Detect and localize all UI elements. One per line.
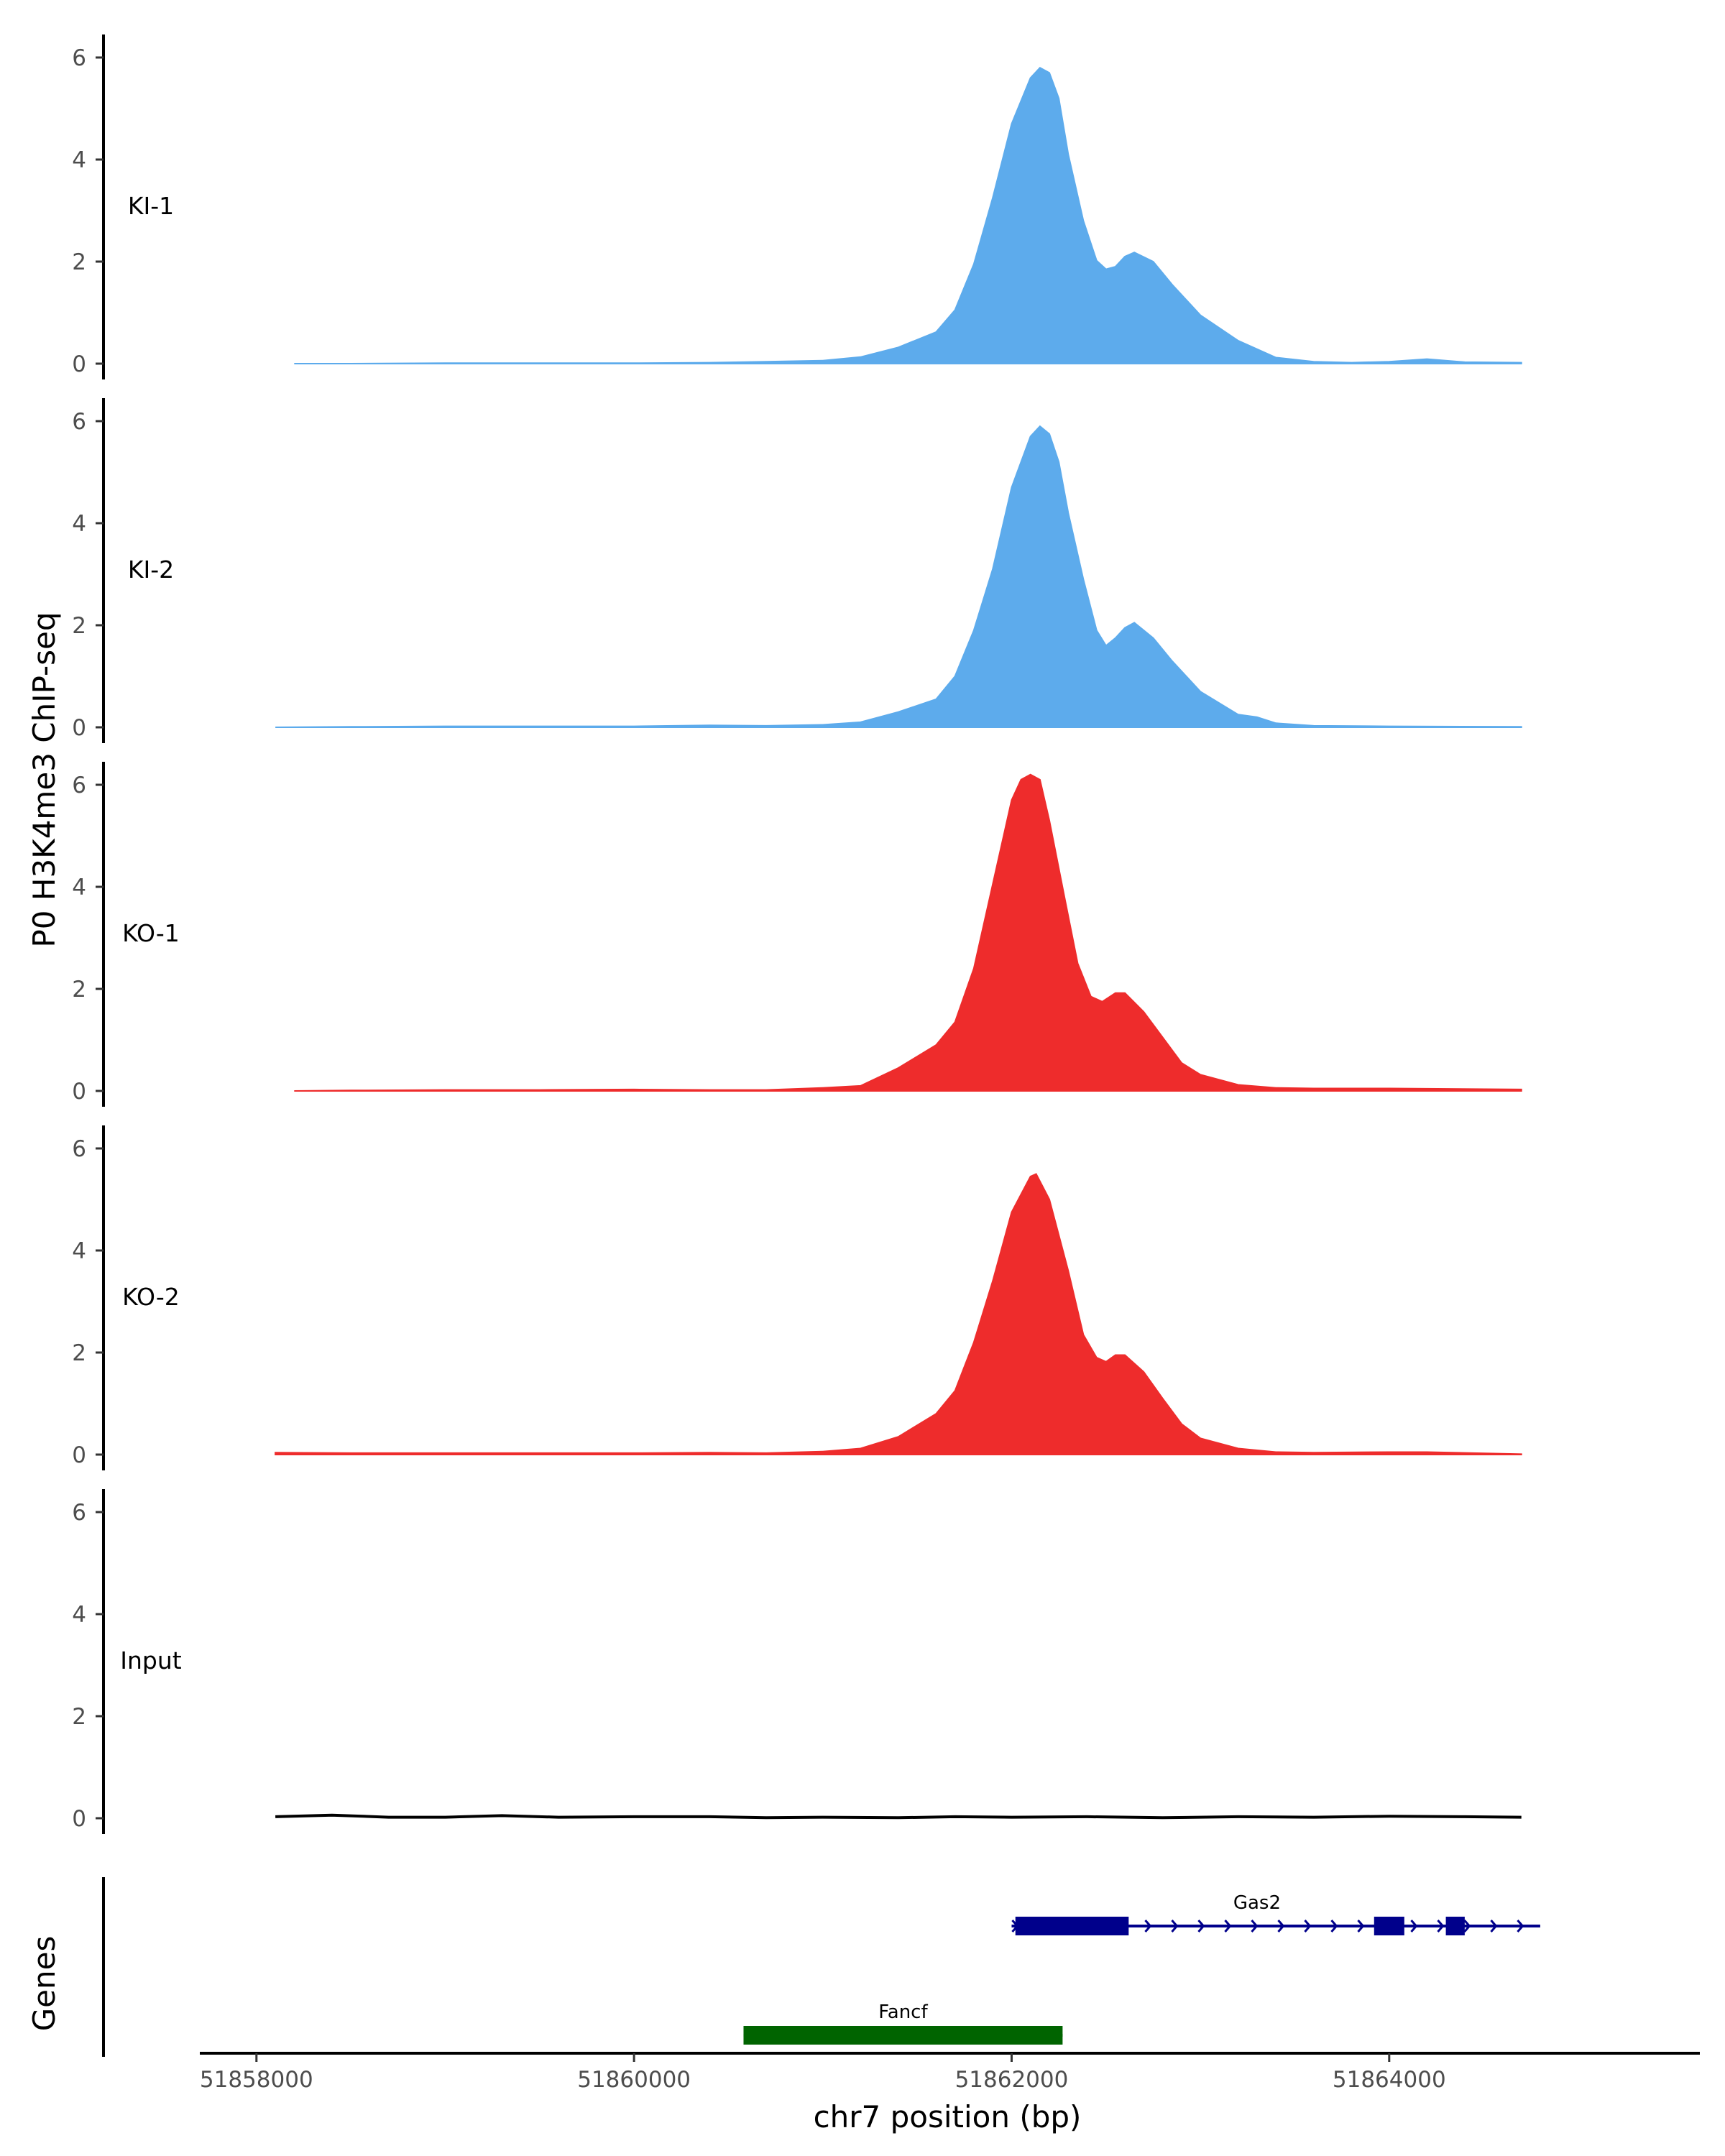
strand-arrow [1490,1920,1498,1932]
x-tick-label: 51860000 [577,2067,691,2093]
gene-fancf: Fancf [743,2001,1063,2045]
strand-arrow [1277,1920,1285,1932]
track-ki-2: 0 2 4 6 KI-2 [72,398,1522,743]
strand-arrow [1304,1920,1312,1932]
tracks-layer: 0 2 4 6 KI-1 0 2 4 6 KI-2 0 2 4 6 KO-1 0 2 4 6 KO-2 0 2 4 6 Inpu… [72,34,1522,1834]
y-tick-label: 2 [72,1340,86,1366]
y-tick-label: 4 [72,1238,86,1264]
y-tick-label: 6 [72,45,86,71]
x-tick-label: 51864000 [1333,2067,1446,2093]
y-tick-label: 2 [72,977,86,1003]
strand-arrow [1517,1920,1524,1932]
x-tick-label: 51858000 [200,2067,313,2093]
track-label: KO-2 [122,1283,180,1311]
genes-axis-title: Genes [27,1936,62,2032]
strand-arrow [1357,1920,1365,1932]
signal-area [294,773,1522,1092]
y-tick-label: 2 [72,613,86,639]
y-tick-label: 6 [72,773,86,798]
y-tick-label: 4 [72,875,86,900]
y-tick-label: 0 [72,1079,86,1105]
y-tick-label: 6 [72,1500,86,1526]
track-ko-1: 0 2 4 6 KO-1 [72,762,1522,1107]
y-tick-label: 2 [72,249,86,275]
gene-exon [1015,1917,1129,1935]
x-tick-label: 51862000 [955,2067,1069,2093]
y-tick-label: 6 [72,409,86,435]
y-tick-label: 0 [72,351,86,377]
gene-exon [1374,1917,1404,1935]
track-ko-2: 0 2 4 6 KO-2 [72,1125,1522,1470]
signal-area [275,425,1522,728]
strand-arrow [1410,1920,1418,1932]
track-label: KO-1 [122,919,180,947]
strand-arrow [1437,1920,1445,1932]
gene-label: Fancf [878,2001,928,2023]
y-tick-label: 0 [72,1442,86,1468]
strand-arrow [1144,1920,1152,1932]
gene-exon [1445,1917,1465,1935]
y-tick-label: 4 [72,147,86,173]
track-label: Input [120,1646,182,1674]
gene-label: Gas2 [1233,1892,1281,1914]
x-axis-title: chr7 position (bp) [814,2099,1082,2134]
y-tick-label: 6 [72,1136,86,1162]
y-tick-label: 0 [72,1806,86,1832]
strand-arrow [1251,1920,1259,1932]
strand-arrow [1330,1920,1338,1932]
signal-line [275,1813,1522,1820]
track-label: KI-1 [128,192,174,220]
strand-arrow [1171,1920,1179,1932]
signal-area [275,1173,1522,1455]
track-label: KI-2 [128,556,174,584]
y-tick-label: 4 [72,511,86,537]
x-axis: 51858000 51860000 51862000 51864000 [200,2052,1700,2093]
y-tick-label: 4 [72,1602,86,1628]
genes-layer: Gas2 Fancf [102,1877,1540,2057]
signal-area [294,66,1522,364]
gene-exon [743,2026,1063,2045]
strand-arrow [1224,1920,1232,1932]
track-input: 0 2 4 6 Input [72,1489,1522,1834]
strand-arrow [1463,1920,1471,1932]
y-axis-title: P0 H3K4me3 ChIP-seq [27,612,62,947]
gene-gas2: Gas2 [1011,1892,1540,1935]
track-ki-1: 0 2 4 6 KI-1 [72,34,1522,379]
y-tick-label: 0 [72,715,86,741]
y-tick-label: 2 [72,1704,86,1730]
strand-arrow [1197,1920,1205,1932]
